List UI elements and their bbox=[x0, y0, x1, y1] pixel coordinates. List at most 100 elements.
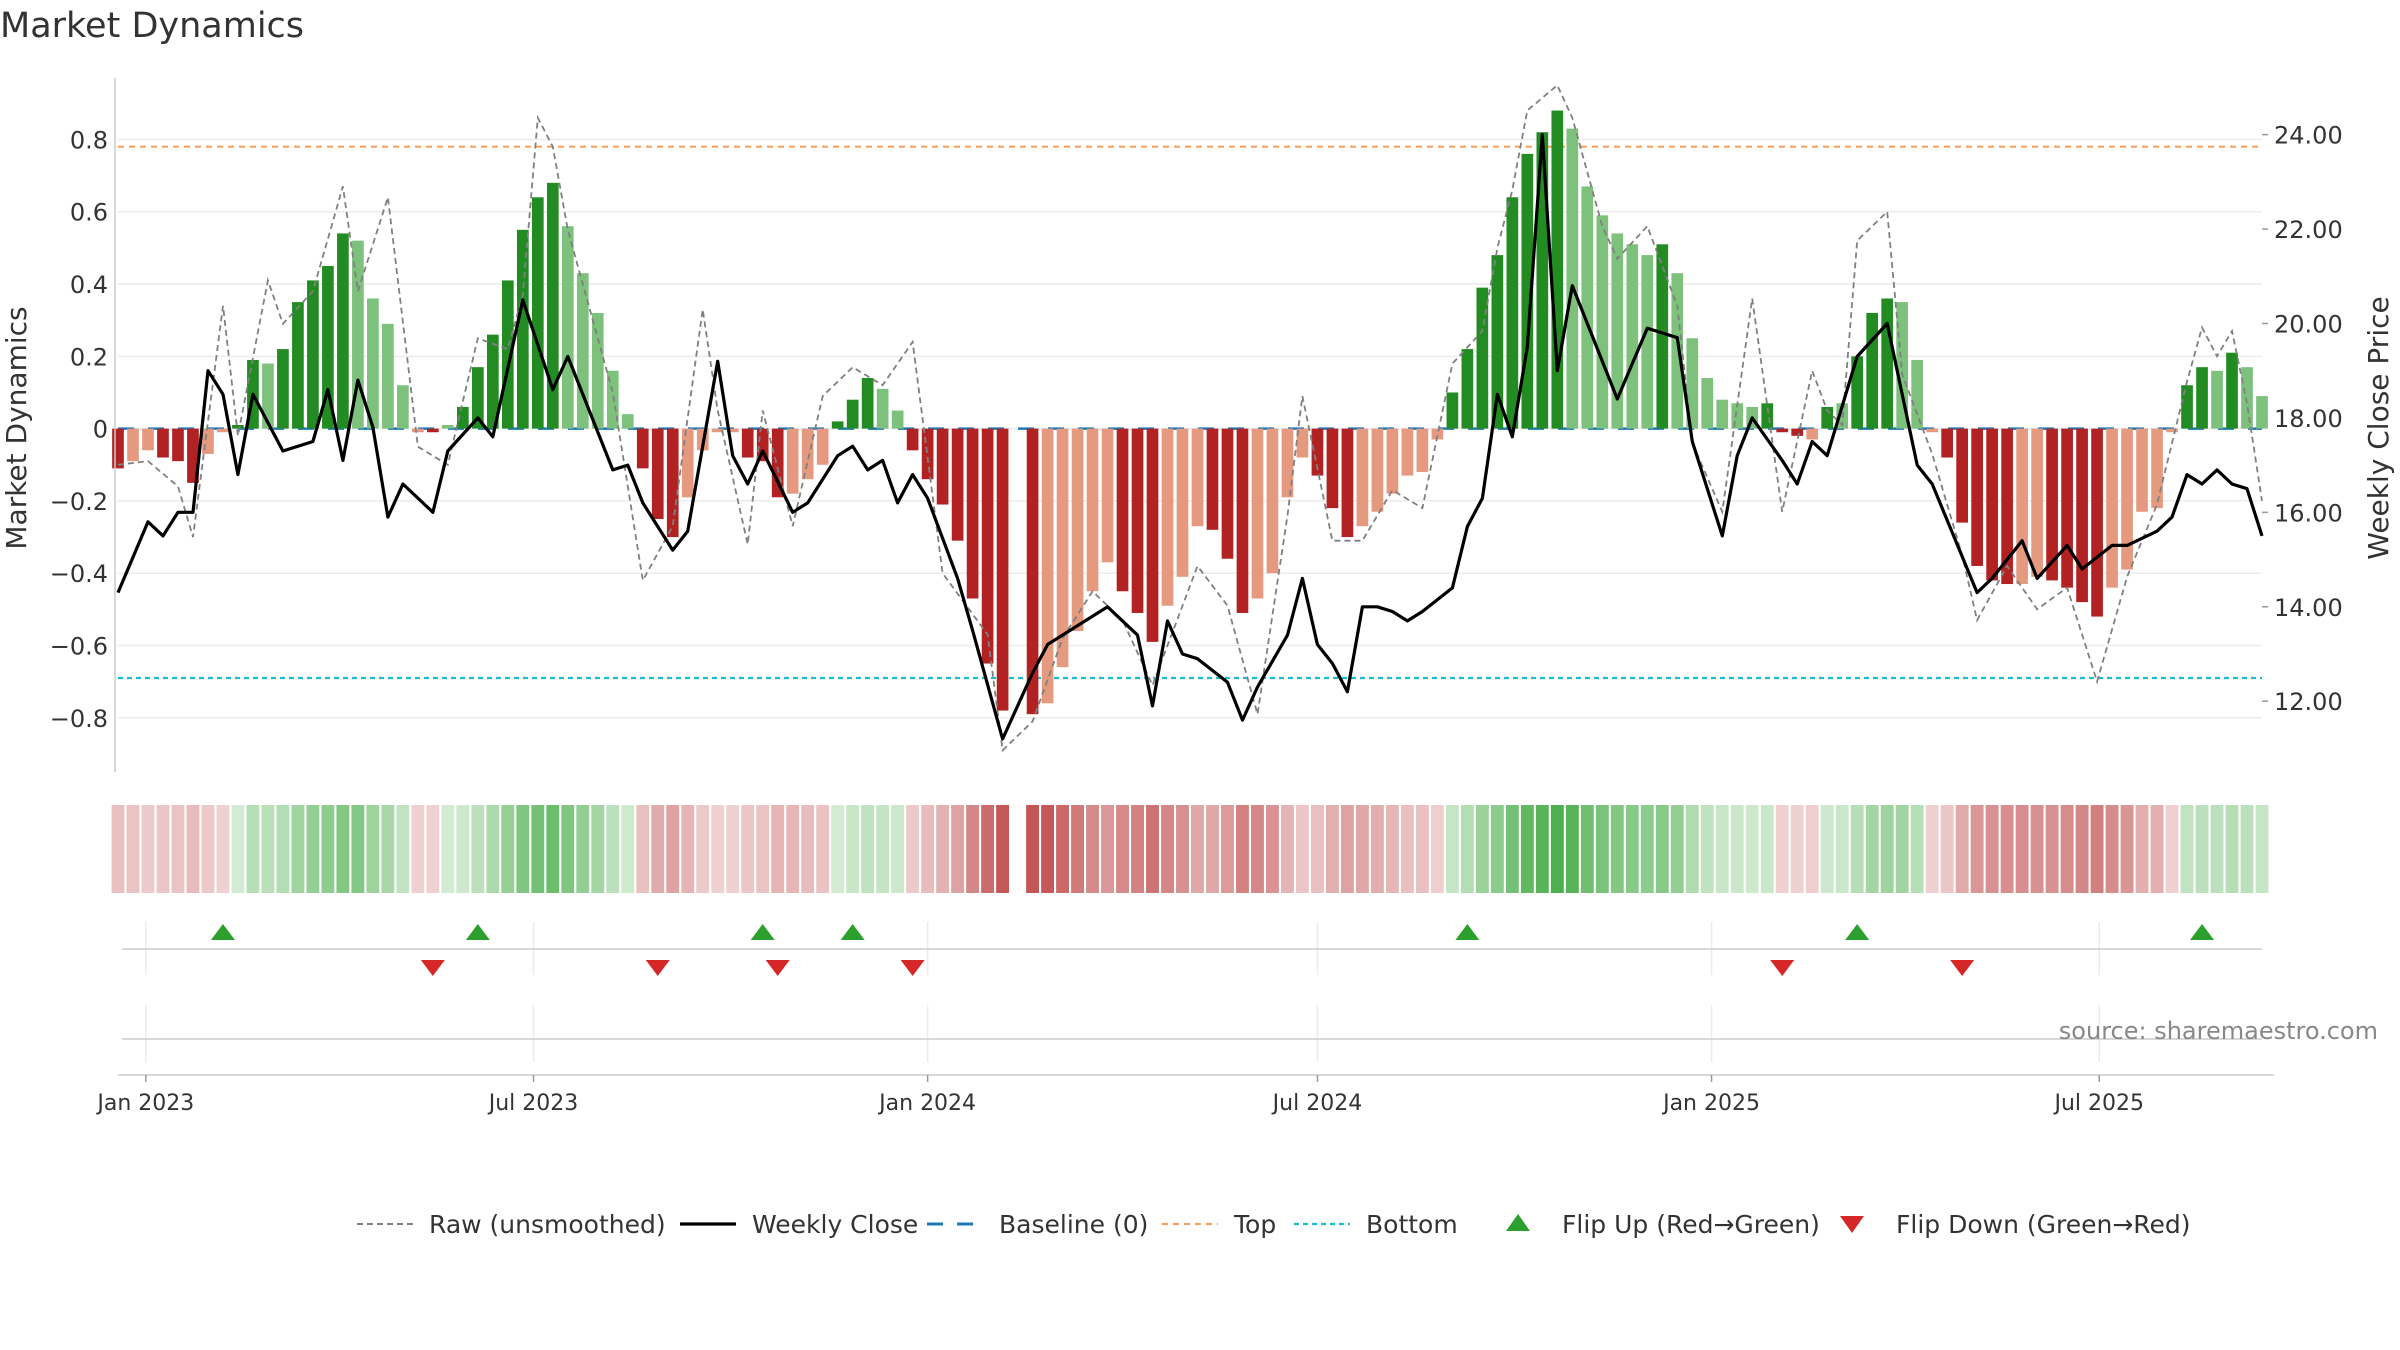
regime-cell bbox=[1400, 805, 1414, 893]
regime-cell bbox=[1460, 805, 1474, 893]
regime-cell bbox=[1475, 805, 1489, 893]
momentum-bar bbox=[2211, 370, 2223, 429]
momentum-bar bbox=[1236, 428, 1249, 613]
flip-down-marker bbox=[900, 960, 925, 976]
momentum-bar bbox=[441, 425, 454, 429]
regime-cell bbox=[1430, 805, 1444, 893]
momentum-bar bbox=[1206, 428, 1219, 530]
momentum-bar bbox=[621, 414, 634, 429]
regime-cell bbox=[891, 805, 905, 893]
regime-cell bbox=[906, 805, 920, 893]
regime-cell bbox=[381, 805, 395, 893]
momentum-bar bbox=[606, 370, 619, 429]
momentum-bar bbox=[352, 240, 364, 429]
x-tick-label: Jan 2023 bbox=[95, 1091, 194, 1116]
momentum-bar bbox=[1521, 153, 1534, 429]
momentum-bar bbox=[1341, 428, 1354, 538]
regime-cell bbox=[2060, 805, 2074, 893]
x-tick-label: Jan 2024 bbox=[877, 1091, 976, 1116]
regime-cell bbox=[861, 805, 875, 893]
right-tick-label: 18.00 bbox=[2274, 405, 2343, 433]
momentum-bar bbox=[1311, 428, 1324, 476]
regime-cell bbox=[2210, 805, 2224, 893]
momentum-bar bbox=[1056, 428, 1069, 668]
momentum-bar bbox=[1476, 287, 1489, 429]
legend-label: Flip Up (Red→Green) bbox=[1562, 1210, 1820, 1239]
momentum-bar bbox=[1296, 428, 1309, 458]
legend-item-close: Weekly Close bbox=[680, 1210, 918, 1239]
regime-cell bbox=[621, 805, 635, 893]
momentum-bar bbox=[1611, 233, 1624, 429]
momentum-bar bbox=[546, 182, 559, 429]
momentum-bar bbox=[307, 280, 319, 429]
momentum-bar bbox=[1716, 399, 1729, 429]
momentum-bar bbox=[1416, 428, 1429, 472]
momentum-bar bbox=[1221, 428, 1234, 559]
regime-cell bbox=[951, 805, 965, 893]
momentum-bar bbox=[576, 273, 589, 429]
left-tick-label: −0.4 bbox=[50, 560, 108, 588]
regime-cell bbox=[2255, 805, 2269, 893]
flip-markers bbox=[122, 922, 2262, 1062]
momentum-bar bbox=[1386, 428, 1399, 494]
regime-cell bbox=[1910, 805, 1924, 893]
regime-cell bbox=[1565, 805, 1579, 893]
momentum-bar bbox=[1581, 186, 1594, 429]
regime-cell bbox=[1790, 805, 1804, 893]
momentum-bar bbox=[1461, 349, 1474, 429]
momentum-bar bbox=[397, 385, 409, 429]
regime-cell bbox=[651, 805, 665, 893]
regime-cell bbox=[1176, 805, 1189, 893]
left-tick-label: −0.2 bbox=[50, 488, 108, 516]
flip-down-marker bbox=[765, 960, 790, 976]
momentum-bar bbox=[456, 406, 469, 429]
momentum-bar bbox=[876, 388, 889, 429]
right-tick-label: 14.00 bbox=[2274, 594, 2343, 622]
raw-line bbox=[117, 83, 2263, 753]
legend-label: Weekly Close bbox=[752, 1210, 918, 1239]
regime-cell bbox=[1985, 805, 1999, 893]
momentum-bar bbox=[741, 428, 754, 458]
momentum-bar bbox=[1356, 428, 1369, 527]
regime-cell bbox=[936, 805, 950, 893]
regime-cell bbox=[1640, 805, 1654, 893]
regime-cell bbox=[471, 805, 485, 893]
momentum-bar bbox=[906, 428, 919, 451]
regime-cell bbox=[636, 805, 650, 893]
legend-label: Bottom bbox=[1366, 1210, 1458, 1239]
regime-cell bbox=[486, 805, 500, 893]
regime-cell bbox=[696, 805, 710, 893]
momentum-bar bbox=[1116, 428, 1129, 592]
momentum-bar bbox=[1851, 356, 1864, 429]
regime-cell bbox=[126, 805, 140, 893]
close-series bbox=[116, 133, 2264, 741]
momentum-bar bbox=[1731, 403, 1744, 429]
regime-cell bbox=[1415, 805, 1429, 893]
regime-cell bbox=[411, 805, 425, 893]
legend-item-top: Top bbox=[1162, 1210, 1276, 1239]
regime-cell bbox=[1026, 805, 1040, 893]
momentum-bar bbox=[1641, 255, 1654, 429]
momentum-bar bbox=[1431, 428, 1444, 440]
regime-cell bbox=[546, 805, 560, 893]
regime-cell bbox=[1700, 805, 1714, 893]
regime-cell bbox=[531, 805, 545, 893]
regime-cell bbox=[1236, 805, 1249, 893]
momentum-bar bbox=[966, 428, 979, 599]
x-tick-label: Jul 2025 bbox=[2052, 1091, 2144, 1116]
regime-cell bbox=[351, 805, 365, 893]
momentum-bar bbox=[1281, 428, 1294, 498]
regime-cell bbox=[2195, 805, 2209, 893]
regime-cell bbox=[1775, 805, 1789, 893]
raw-series bbox=[117, 83, 2263, 753]
momentum-bar bbox=[2196, 367, 2208, 429]
momentum-bar bbox=[1551, 110, 1564, 429]
regime-cell bbox=[1655, 805, 1669, 893]
momentum-bar bbox=[1626, 244, 1639, 429]
regime-cell bbox=[666, 805, 680, 893]
legend-label: Baseline (0) bbox=[999, 1210, 1148, 1239]
momentum-bar bbox=[2031, 428, 2043, 577]
momentum-bar bbox=[1071, 428, 1084, 632]
right-tick-label: 12.00 bbox=[2274, 688, 2343, 716]
momentum-bar bbox=[1986, 428, 1998, 581]
